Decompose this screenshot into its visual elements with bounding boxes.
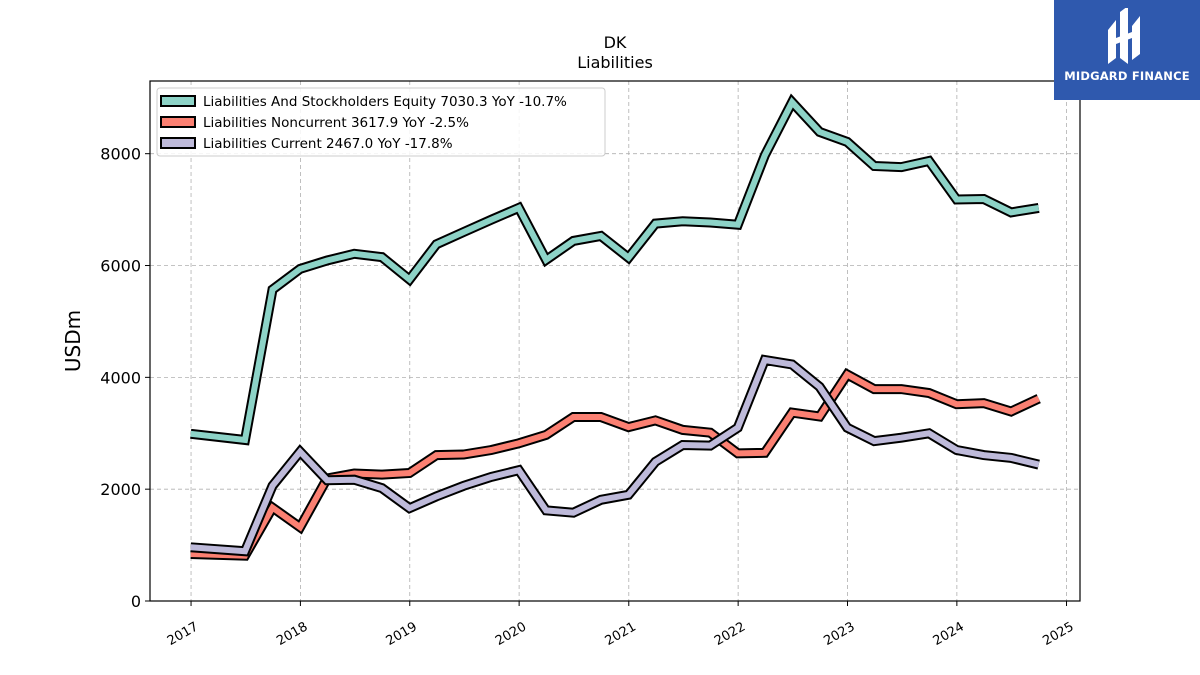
chart-title: DK [604, 33, 627, 52]
plot-area-frame [149, 80, 1081, 602]
x-tick-label: 2025 [1040, 619, 1076, 649]
x-tick-label: 2021 [603, 619, 639, 649]
legend-item: Liabilities Current 2467.0 YoY -17.8% [160, 136, 453, 152]
x-tick-label: 2022 [712, 619, 748, 649]
y-tick-label: 4000 [100, 368, 141, 387]
midgard-logo-icon [1108, 8, 1140, 64]
legend-swatch [160, 137, 196, 149]
y-axis: 0 2000 4000 6000 8000 [100, 145, 150, 611]
series-lines [190, 93, 1041, 561]
brand-logo: MIDGARD FINANCE [1054, 0, 1200, 100]
y-tick-label: 0 [131, 592, 141, 611]
series-line [190, 356, 1040, 555]
x-axis: 2017 2018 2019 2020 2021 2022 2023 2024 2025 [165, 601, 1077, 649]
x-tick-label: 2019 [384, 619, 420, 649]
y-tick-label: 6000 [100, 257, 141, 276]
legend-swatch [160, 95, 196, 107]
series-1 [190, 93, 1040, 446]
y-axis-label: USDm [61, 310, 85, 372]
brand-name: MIDGARD FINANCE [1064, 69, 1190, 83]
x-tick-label: 2020 [493, 619, 529, 649]
series-line [190, 97, 1040, 444]
y-tick-label: 2000 [100, 480, 141, 499]
legend-item: Liabilities Noncurrent 3617.9 YoY -2.5% [160, 115, 469, 131]
legend: Liabilities And Stockholders Equity 7030… [156, 87, 606, 157]
series-line [190, 370, 1040, 559]
legend-swatch [160, 116, 196, 128]
y-tick-label: 8000 [100, 145, 141, 164]
x-tick-label: 2023 [821, 619, 857, 649]
legend-box [156, 87, 606, 157]
legend-label: Liabilities Noncurrent 3617.9 YoY -2.5% [203, 115, 469, 131]
legend-label: Liabilities Current 2467.0 YoY -17.8% [203, 136, 453, 152]
x-tick-label: 2017 [165, 619, 201, 649]
x-tick-label: 2018 [274, 619, 310, 649]
legend-item: Liabilities And Stockholders Equity 7030… [160, 94, 567, 110]
chart-subtitle: Liabilities [577, 53, 653, 72]
series-2 [190, 367, 1041, 561]
legend-label: Liabilities And Stockholders Equity 7030… [203, 94, 567, 110]
series-3 [190, 354, 1040, 557]
x-tick-label: 2024 [931, 619, 967, 649]
